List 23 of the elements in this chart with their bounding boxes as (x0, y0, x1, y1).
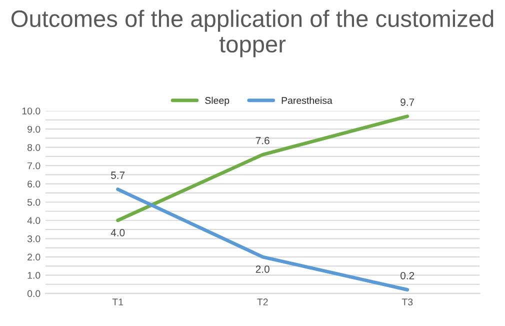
x-tick-label: T3 (402, 298, 413, 306)
y-tick-label: 3.0 (27, 235, 40, 242)
data-label: 5.7 (111, 172, 125, 179)
y-tick-label: 7.0 (28, 162, 40, 170)
y-tick-label: 1.0 (28, 272, 40, 279)
x-tick-label: T1 (112, 298, 124, 306)
y-tick-label: 0.0 (27, 290, 40, 298)
data-label: 9.7 (400, 98, 414, 106)
legend-label: Sleep (205, 96, 230, 106)
legend-label: Parestheisa (282, 96, 332, 104)
y-tick-label: 10.0 (22, 108, 40, 114)
data-label: 2.0 (256, 265, 270, 273)
y-tick-label: 9.0 (28, 126, 40, 133)
data-label: 0.2 (400, 272, 414, 280)
data-label: 7.6 (256, 136, 270, 144)
y-tick-label: 2.0 (28, 254, 40, 261)
data-label: 4.0 (110, 228, 125, 236)
y-tick-label: 6.0 (28, 180, 40, 188)
x-tick-label: T2 (257, 298, 268, 306)
y-tick-label: 4.0 (27, 217, 40, 224)
y-tick-label: 5.0 (27, 198, 40, 206)
chart-title: Outcomes of the application of the customized topper (11, 10, 494, 58)
y-tick-label: 8.0 (27, 144, 40, 151)
